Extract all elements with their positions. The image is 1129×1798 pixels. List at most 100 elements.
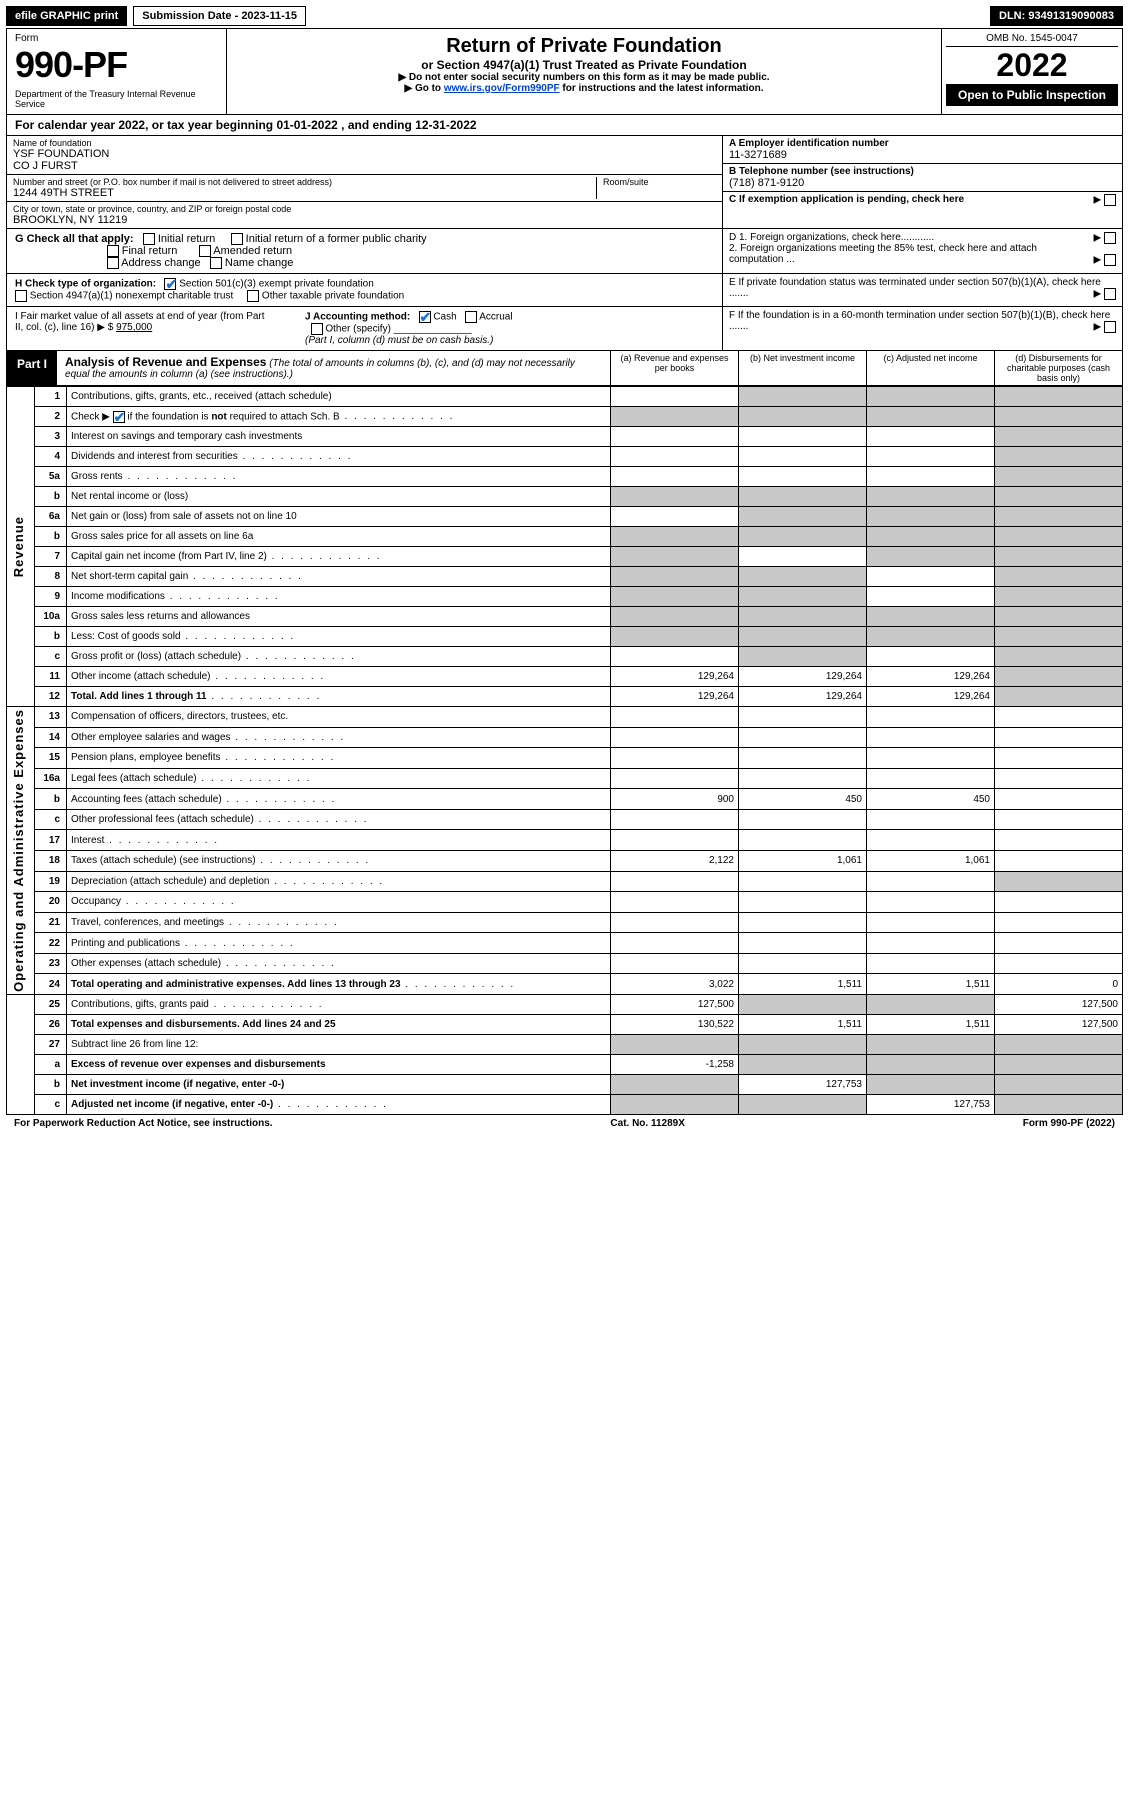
table-row: 22Printing and publications [7, 933, 1123, 954]
d-section: D 1. Foreign organizations, check here..… [722, 229, 1122, 273]
g-former-cb[interactable] [231, 233, 243, 245]
col-a: (a) Revenue and expenses per books [610, 351, 738, 385]
footer-right: Form 990-PF (2022) [1023, 1118, 1115, 1129]
table-row: bAccounting fees (attach schedule)900450… [7, 789, 1123, 810]
table-row: Revenue 1Contributions, gifts, grants, e… [7, 387, 1123, 407]
table-row: 9Income modifications [7, 587, 1123, 607]
table-row: 18Taxes (attach schedule) (see instructi… [7, 851, 1123, 872]
table-row: 6aNet gain or (loss) from sale of assets… [7, 507, 1123, 527]
g-final-cb[interactable] [107, 245, 119, 257]
table-row: bLess: Cost of goods sold [7, 627, 1123, 647]
f-section: F If the foundation is in a 60-month ter… [722, 307, 1122, 350]
footer-left: For Paperwork Reduction Act Notice, see … [14, 1118, 273, 1129]
part-label: Part I [7, 351, 57, 385]
footer: For Paperwork Reduction Act Notice, see … [6, 1115, 1123, 1132]
h2-cb[interactable] [15, 290, 27, 302]
g-name-cb[interactable] [210, 257, 222, 269]
table-row: 10aGross sales less returns and allowanc… [7, 607, 1123, 627]
table-row: cAdjusted net income (if negative, enter… [7, 1094, 1123, 1114]
j-other-cb[interactable] [311, 323, 323, 335]
table-row: 16aLegal fees (attach schedule) [7, 768, 1123, 789]
efile-btn[interactable]: efile GRAPHIC print [6, 6, 127, 26]
table-row: Operating and Administrative Expenses 13… [7, 707, 1123, 728]
table-row: bGross sales price for all assets on lin… [7, 527, 1123, 547]
phone: (718) 871-9120 [729, 177, 1116, 189]
h-section: H Check type of organization: Section 50… [7, 274, 722, 306]
table-row: 7Capital gain net income (from Part IV, … [7, 547, 1123, 567]
table-row: 5aGross rents [7, 467, 1123, 487]
table-row: 11Other income (attach schedule)129,2641… [7, 667, 1123, 687]
g-initial-cb[interactable] [143, 233, 155, 245]
ein: 11-3271689 [729, 149, 1116, 161]
d1-cb[interactable] [1104, 232, 1116, 244]
table-row: cGross profit or (loss) (attach schedule… [7, 647, 1123, 667]
table-row: 8Net short-term capital gain [7, 567, 1123, 587]
table-row: 23Other expenses (attach schedule) [7, 953, 1123, 974]
part1-header: Part I Analysis of Revenue and Expenses … [6, 351, 1123, 386]
form-word: Form [15, 33, 218, 44]
g-section: G Check all that apply: Initial return I… [7, 229, 722, 273]
revenue-side: Revenue [11, 516, 26, 577]
table-row: 17Interest [7, 830, 1123, 851]
info-grid: Name of foundation YSF FOUNDATION CO J F… [6, 136, 1123, 229]
g-amended-cb[interactable] [199, 245, 211, 257]
footer-mid: Cat. No. 11289X [610, 1118, 684, 1129]
h3-cb[interactable] [247, 290, 259, 302]
city: BROOKLYN, NY 11219 [13, 214, 716, 226]
table-row: 24Total operating and administrative exp… [7, 974, 1123, 995]
name-label: Name of foundation [13, 138, 716, 148]
ij-section: I Fair market value of all assets at end… [7, 307, 722, 350]
table-row: 12Total. Add lines 1 through 11129,26412… [7, 687, 1123, 707]
col-c: (c) Adjusted net income [866, 351, 994, 385]
table-row: 4Dividends and interest from securities [7, 447, 1123, 467]
table-row: bNet rental income or (loss) [7, 487, 1123, 507]
e-cb[interactable] [1104, 288, 1116, 300]
table-row: 19Depreciation (attach schedule) and dep… [7, 871, 1123, 892]
dept: Department of the Treasury Internal Reve… [15, 90, 218, 110]
form-link[interactable]: www.irs.gov/Form990PF [444, 83, 560, 94]
city-label: City or town, state or province, country… [13, 204, 716, 214]
col-d: (d) Disbursements for charitable purpose… [994, 351, 1122, 385]
addr: 1244 49TH STREET [13, 187, 596, 199]
table-row: 20Occupancy [7, 892, 1123, 913]
a-label: A Employer identification number [729, 138, 1116, 149]
j-accrual-cb[interactable] [465, 311, 477, 323]
cal-year: For calendar year 2022, or tax year begi… [6, 115, 1123, 136]
omb: OMB No. 1545-0047 [946, 33, 1118, 47]
b-label: B Telephone number (see instructions) [729, 166, 1116, 177]
expenses-side: Operating and Administrative Expenses [11, 709, 26, 992]
d2-cb[interactable] [1104, 254, 1116, 266]
table-row: cOther professional fees (attach schedul… [7, 809, 1123, 830]
foundation-name2: CO J FURST [13, 160, 716, 172]
note1: ▶ Do not enter social security numbers o… [233, 72, 935, 83]
h1-cb[interactable] [164, 278, 176, 290]
table-row: 21Travel, conferences, and meetings [7, 912, 1123, 933]
col-b: (b) Net investment income [738, 351, 866, 385]
table-row: 2Check ▶ if the foundation is not requir… [7, 407, 1123, 427]
c-checkbox[interactable] [1104, 194, 1116, 206]
table-row: 27Subtract line 26 from line 12: [7, 1034, 1123, 1054]
f-cb[interactable] [1104, 321, 1116, 333]
subdate-btn[interactable]: Submission Date - 2023-11-15 [133, 6, 306, 26]
part1-table: Revenue 1Contributions, gifts, grants, e… [6, 386, 1123, 1115]
dln-btn: DLN: 93491319090083 [990, 6, 1123, 26]
table-row: 26Total expenses and disbursements. Add … [7, 1014, 1123, 1034]
note2: ▶ Go to www.irs.gov/Form990PF for instru… [233, 83, 935, 94]
schb-cb[interactable] [113, 411, 125, 423]
table-row: 14Other employee salaries and wages [7, 727, 1123, 748]
subtitle: or Section 4947(a)(1) Trust Treated as P… [233, 58, 935, 72]
form-header: Form 990-PF Department of the Treasury I… [6, 28, 1123, 115]
table-row: 3Interest on savings and temporary cash … [7, 427, 1123, 447]
c-label: C If exemption application is pending, c… [729, 194, 964, 205]
table-row: 25Contributions, gifts, grants paid127,5… [7, 994, 1123, 1014]
table-row: bNet investment income (if negative, ent… [7, 1074, 1123, 1094]
table-row: 15Pension plans, employee benefits [7, 748, 1123, 769]
e-section: E If private foundation status was termi… [722, 274, 1122, 306]
open-public: Open to Public Inspection [946, 84, 1118, 106]
j-cash-cb[interactable] [419, 311, 431, 323]
g-addr-cb[interactable] [107, 257, 119, 269]
foundation-name: YSF FOUNDATION [13, 148, 716, 160]
part-title: Analysis of Revenue and Expenses [65, 355, 266, 369]
addr-label: Number and street (or P.O. box number if… [13, 177, 596, 187]
room-label: Room/suite [603, 177, 716, 187]
